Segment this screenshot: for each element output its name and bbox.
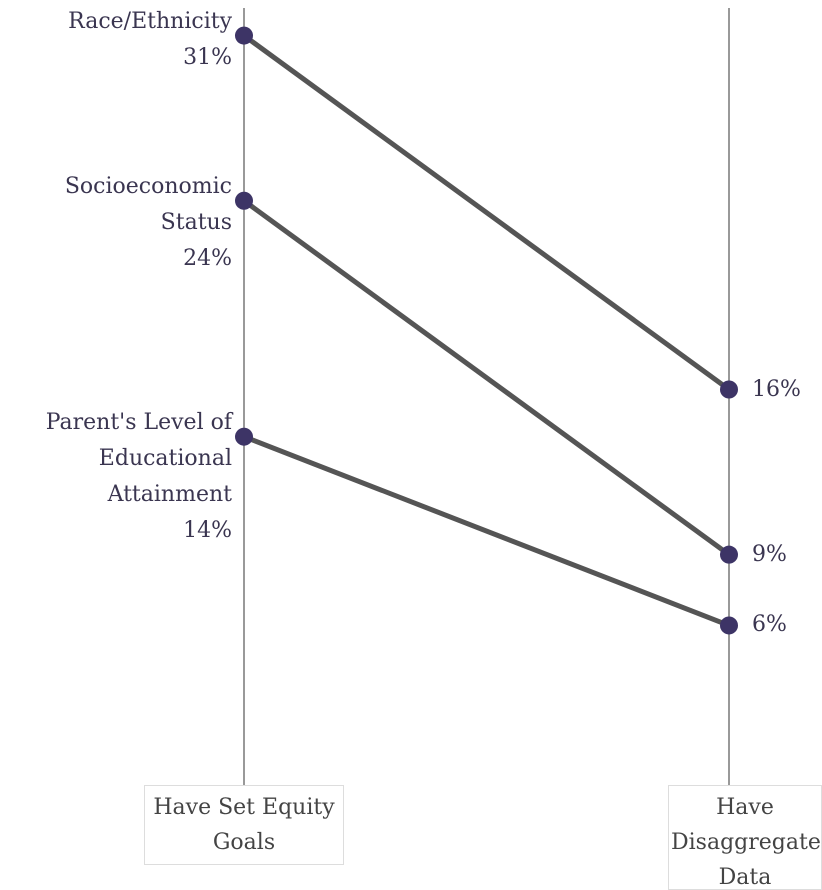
value-label: 31% bbox=[183, 44, 232, 70]
point bbox=[235, 427, 253, 446]
category-label: Have Set Equity Goals bbox=[144, 785, 344, 865]
value-label: 6% bbox=[752, 612, 787, 638]
slope-line bbox=[243, 434, 730, 628]
series-name: Socioeconomic Status bbox=[64, 173, 232, 235]
value-label: 24% bbox=[183, 245, 232, 271]
value-label: 14% bbox=[183, 517, 232, 543]
point bbox=[235, 26, 253, 45]
point bbox=[235, 191, 253, 210]
series-name: Race/Ethnicity bbox=[68, 8, 232, 34]
slope-line bbox=[242, 198, 731, 557]
value-label: 16% bbox=[752, 376, 801, 402]
series-label: Race/Ethnicity 31% bbox=[7, 4, 232, 76]
category-label: Have Disaggregated Data bbox=[668, 785, 822, 890]
point bbox=[720, 545, 738, 564]
series-label: Parent's Level of Educational Attainment… bbox=[7, 405, 232, 549]
series-name: Parent's Level of Educational Attainment bbox=[45, 409, 232, 507]
slope-line bbox=[242, 33, 731, 392]
series-label: Socioeconomic Status 24% bbox=[7, 169, 232, 277]
value-label: 9% bbox=[752, 541, 787, 567]
point bbox=[720, 380, 738, 399]
point bbox=[720, 616, 738, 635]
